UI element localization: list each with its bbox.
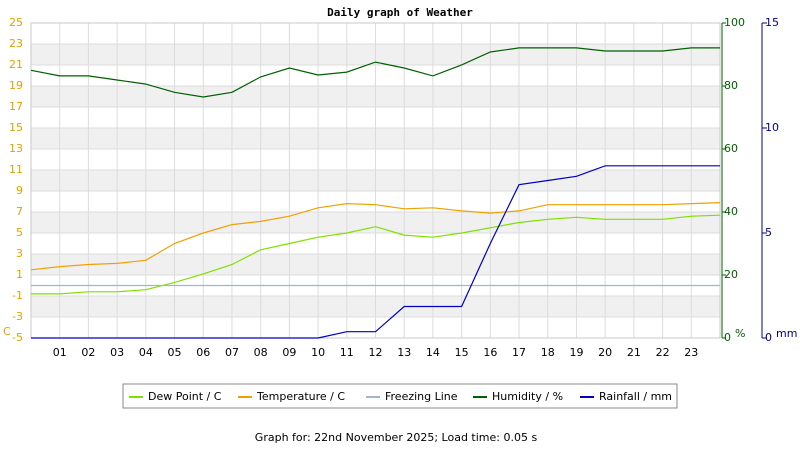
x-tick-label: 15 [455, 346, 469, 359]
y2-tick-label: 80 [724, 79, 738, 92]
y2-tick-label: 60 [724, 142, 738, 155]
y-tick-label: 7 [16, 205, 23, 218]
series-line [31, 165, 720, 339]
x-tick-label: 18 [541, 346, 555, 359]
y3-tick-label: 15 [765, 16, 779, 29]
y3-axis-label: mm [776, 327, 797, 340]
y-tick-label: 25 [9, 16, 23, 29]
y-tick-label: 15 [9, 121, 23, 134]
series-line [30, 47, 720, 98]
y3-tick-label: 5 [765, 226, 772, 239]
x-tick-label: 22 [656, 346, 670, 359]
x-tick-label: 12 [369, 346, 383, 359]
x-tick-label: 19 [569, 346, 583, 359]
x-tick-label: 06 [196, 346, 210, 359]
y2-tick-label: 0 [724, 331, 731, 344]
x-tick-label: 05 [168, 346, 182, 359]
x-tick-label: 09 [282, 346, 296, 359]
y2-tick-label: 20 [724, 268, 738, 281]
y3-tick-label: 10 [765, 121, 779, 134]
y-tick-label: -5 [12, 331, 23, 344]
x-tick-label: 02 [81, 346, 95, 359]
legend-label: Rainfall / mm [599, 390, 672, 403]
y-tick-label: 21 [9, 58, 23, 71]
x-tick-label: 14 [426, 346, 440, 359]
x-tick-label: 21 [627, 346, 641, 359]
x-tick-label: 17 [512, 346, 526, 359]
legend-label: Dew Point / C [148, 390, 222, 403]
x-tick-label: 07 [225, 346, 239, 359]
y2-tick-label: 100 [724, 16, 745, 29]
y-tick-label: 11 [9, 163, 23, 176]
x-tick-label: 08 [254, 346, 268, 359]
plot-frame [30, 22, 721, 339]
legend-label: Humidity / % [492, 390, 563, 403]
chart-title: Daily graph of Weather [327, 6, 473, 19]
y3-tick-label: 0 [765, 331, 772, 344]
series-line [31, 214, 721, 295]
legend-label: Freezing Line [385, 390, 458, 403]
y-tick-label: 3 [16, 247, 23, 260]
x-tick-label: 03 [110, 346, 124, 359]
x-tick-label: 11 [340, 346, 354, 359]
y-axis-label: C [3, 325, 11, 338]
y-tick-label: 19 [9, 79, 23, 92]
y-tick-label: -1 [12, 289, 23, 302]
series-line [30, 202, 721, 271]
x-tick-label: 13 [397, 346, 411, 359]
y-tick-label: 1 [16, 268, 23, 281]
x-tick-label: 20 [598, 346, 612, 359]
x-tick-label: 01 [53, 346, 67, 359]
x-tick-label: 10 [311, 346, 325, 359]
y2-tick-label: 40 [724, 205, 738, 218]
footer: Graph for: 22nd November 2025; Load time… [255, 431, 538, 444]
y-tick-label: 5 [16, 226, 23, 239]
x-tick-label: 04 [139, 346, 153, 359]
y-tick-label: 13 [9, 142, 23, 155]
y-tick-label: 9 [16, 184, 23, 197]
y-tick-label: 23 [9, 37, 23, 50]
legend-label: Temperature / C [256, 390, 345, 403]
y2-axis-label: % [735, 327, 745, 340]
y-tick-label: 17 [9, 100, 23, 113]
x-tick-label: 16 [483, 346, 497, 359]
x-tick-label: 23 [684, 346, 698, 359]
y-tick-label: -3 [12, 310, 23, 323]
